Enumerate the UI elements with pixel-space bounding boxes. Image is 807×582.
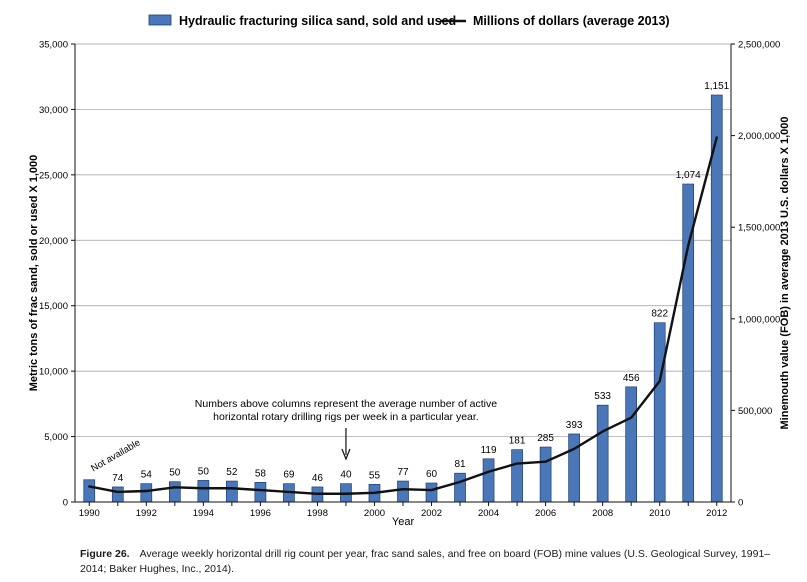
bar-2005 (511, 449, 523, 503)
x-tick-label: 1994 (193, 508, 214, 519)
data-label: 74 (112, 473, 124, 484)
x-tick-label: 1992 (136, 508, 157, 519)
bar-2008 (596, 404, 609, 503)
data-label: 533 (594, 391, 611, 402)
bar-2001 (397, 480, 409, 503)
y-ticks: 0 5,000 10,000 15,000 20,000 25,000 30,000 35,0… (39, 40, 75, 509)
annotation-line-1: Numbers above columns represent the aver… (195, 398, 497, 410)
bar-2003 (454, 472, 466, 503)
bar-2006 (539, 446, 552, 503)
line-series-value (88, 136, 718, 495)
data-label: 60 (426, 469, 438, 480)
bar-2009 (625, 386, 638, 503)
y2-ticks: 0 500,000 1,000,000 1,500,000 2,000,000 2,500… (731, 40, 780, 509)
data-label: 822 (651, 309, 668, 320)
bar-1993 (168, 481, 181, 503)
y2-tick-label: 500,000 (738, 406, 772, 417)
data-label: 40 (340, 470, 352, 481)
data-label: 46 (312, 473, 324, 484)
y-tick-label: 10,000 (39, 367, 68, 378)
data-label: 50 (169, 468, 181, 479)
data-label: 456 (623, 373, 640, 384)
data-label: 52 (226, 467, 238, 478)
data-label: 1,074 (676, 170, 701, 181)
legend-line-label: Millions of dollars (average 2013) (473, 14, 670, 28)
x-tick-label: 2002 (421, 508, 442, 519)
data-label: 77 (397, 467, 409, 478)
y2-tick-label: 2,000,000 (738, 131, 780, 142)
x-tick-label: 2000 (364, 508, 385, 519)
data-label: 181 (509, 436, 526, 447)
x-tick-label: 2008 (592, 508, 613, 519)
bar-1995 (226, 480, 238, 503)
chart: Hydraulic fracturing silica sand, sold a… (28, 14, 791, 528)
y2-tick-label: 1,000,000 (738, 314, 780, 325)
figure-caption-label: Figure 26. (80, 548, 130, 560)
y-tick-label: 30,000 (39, 105, 68, 116)
y2-tick-label: 1,500,000 (738, 223, 780, 234)
legend-bar-label: Hydraulic fracturing silica sand, sold a… (179, 14, 456, 28)
bar-1991 (111, 486, 124, 503)
bar-2002 (425, 482, 438, 503)
bar-2007 (568, 433, 580, 503)
bar-1996 (254, 482, 267, 503)
y-tick-label: 25,000 (39, 170, 68, 181)
bar-2004 (482, 458, 495, 503)
annotation: Numbers above columns represent the aver… (195, 398, 497, 461)
y-tick-label: 15,000 (39, 301, 68, 312)
bar-1994 (197, 480, 210, 503)
annotation-line-2: horizontal rotary drilling rigs per week… (213, 411, 479, 423)
data-label: 119 (481, 445, 497, 456)
data-label: 1,151 (704, 81, 729, 92)
data-label: 50 (198, 466, 210, 477)
x-axis-title: Year (392, 516, 415, 528)
y2-axis-title: Minemouth value (FOB) in average 2013 U.… (779, 117, 791, 430)
y-tick-label: 5,000 (44, 432, 68, 443)
bar-2010 (653, 322, 666, 503)
x-tick-label: 1996 (250, 508, 271, 519)
y-tick-label: 0 (63, 498, 68, 509)
y2-tick-label: 0 (738, 498, 743, 509)
bar-1992 (140, 483, 153, 503)
line-series (88, 136, 718, 495)
bars (83, 94, 723, 503)
data-label: 55 (369, 470, 381, 481)
data-label: Not available (89, 437, 142, 474)
x-tick-label: 2012 (706, 508, 727, 519)
y2-tick-label: 2,500,000 (738, 40, 780, 51)
annotation-arrow-icon (341, 448, 351, 461)
data-label: 54 (141, 470, 153, 481)
grid (75, 43, 731, 437)
y-tick-label: 35,000 (39, 40, 68, 51)
x-tick-label: 1998 (307, 508, 328, 519)
data-label: 81 (454, 459, 466, 470)
data-label: 393 (566, 420, 583, 431)
legend: Hydraulic fracturing silica sand, sold a… (148, 14, 670, 28)
x-ticks: 1990 1992 1994 1996 1998 2000 2002 2004 2006 2008… (79, 502, 727, 519)
x-tick-label: 2010 (649, 508, 670, 519)
data-label: 69 (283, 470, 295, 481)
bar-1990 (83, 479, 96, 503)
y-tick-label: 20,000 (39, 236, 68, 247)
y-axis-title: Metric tons of frac sand, sold or used X… (28, 155, 40, 392)
figure-caption-text: Average weekly horizontal drill rig coun… (80, 548, 771, 575)
x-tick-label: 2004 (478, 508, 499, 519)
x-tick-label: 1990 (79, 508, 100, 519)
data-label: 58 (255, 468, 267, 479)
x-tick-label: 2006 (535, 508, 556, 519)
legend-bar-swatch (148, 14, 172, 26)
figure-caption: Figure 26. Average weekly horizontal dril… (80, 547, 792, 577)
data-label: 285 (537, 433, 554, 444)
